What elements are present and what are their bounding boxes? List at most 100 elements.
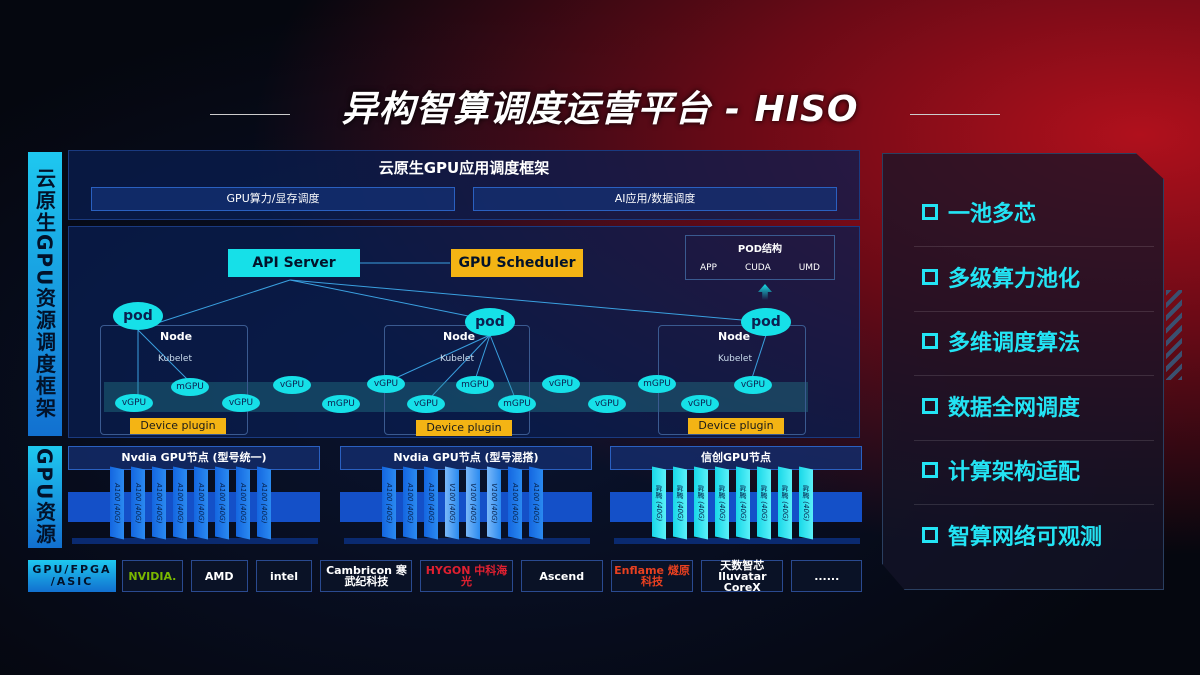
checkbox-square-icon xyxy=(922,462,938,478)
gpu-card[interactable]: A100 (40G) xyxy=(236,466,250,540)
gpu-node-shelf-3 xyxy=(614,538,860,544)
gpu-node-header-3: 信创GPU节点 xyxy=(610,446,862,470)
pod-2[interactable]: pod xyxy=(465,308,515,336)
checkbox-square-icon xyxy=(922,204,938,220)
gpu-card[interactable]: V100 (40G) xyxy=(466,466,480,540)
gpu-card[interactable]: 昇腾 (40G) xyxy=(673,466,687,540)
api-server-box[interactable]: API Server xyxy=(228,249,360,277)
feature-divider xyxy=(914,246,1154,247)
pod-structure-cuda: CUDA xyxy=(744,263,771,273)
pod-structure-box: POD结构 APP CUDA UMD xyxy=(685,235,835,280)
feature-item: 一池多芯 xyxy=(922,196,1036,228)
gpu-card[interactable]: V100 (40G) xyxy=(445,466,459,540)
label-hardware: GPU/FPGA /ASIC xyxy=(28,560,116,592)
gpu-node-shelf-1 xyxy=(72,538,318,544)
feature-label: 多级算力池化 xyxy=(948,266,1081,292)
vendor-logo: Ascend xyxy=(520,560,603,592)
vgpu-chip[interactable]: vGPU xyxy=(407,395,445,413)
checkbox-square-icon xyxy=(922,526,938,543)
gpu-card[interactable]: 昇腾 (40G) xyxy=(736,466,750,540)
gpu-node-shelf-2 xyxy=(344,538,590,544)
gpu-card[interactable]: 昇腾 (40G) xyxy=(694,466,708,540)
mgpu-chip[interactable]: mGPU xyxy=(171,378,209,396)
gpu-card[interactable]: A100 (40G) xyxy=(131,466,145,540)
gpu-scheduler-box[interactable]: GPU Scheduler xyxy=(451,249,583,277)
node-label-2: Node xyxy=(443,330,476,343)
gpu-card[interactable]: 昇腾 (40G) xyxy=(799,466,813,540)
gpu-card[interactable]: A100 (40G) xyxy=(215,466,229,540)
device-plugin-2[interactable]: Device plugin xyxy=(416,420,512,436)
vgpu-chip[interactable]: vGPU xyxy=(115,394,153,412)
gpu-card[interactable]: A100 (40G) xyxy=(173,466,187,540)
pod-structure-umd: UMD xyxy=(798,263,820,273)
vgpu-chip[interactable]: vGPU xyxy=(222,394,260,412)
label-framework: 云原生GPU资源调度框架 xyxy=(28,152,62,436)
feature-label: 多维调度算法 xyxy=(948,331,1081,356)
framework-top-panel: 云原生GPU应用调度框架 GPU算力/显存调度 AI应用/数据调度 xyxy=(68,150,860,220)
feature-divider xyxy=(914,504,1154,505)
vendor-logo: NVIDIA. xyxy=(122,560,183,592)
gpu-card[interactable]: A100 (40G) xyxy=(194,466,208,540)
vendor-logo: intel xyxy=(255,560,313,592)
feature-item: 计算架构适配 xyxy=(922,454,1080,486)
vgpu-chip[interactable]: vGPU xyxy=(273,376,311,394)
decor-stripes xyxy=(1166,290,1182,380)
gpu-card[interactable]: A100 (40G) xyxy=(257,466,271,540)
vendor-logo: 天数智芯 Iluvatar CoreX xyxy=(701,560,784,593)
pod-3[interactable]: pod xyxy=(741,308,791,336)
vendor-logo: AMD xyxy=(190,560,248,592)
vgpu-chip[interactable]: vGPU xyxy=(588,395,626,413)
mgpu-chip[interactable]: mGPU xyxy=(322,395,360,413)
vendor-logo: ...... xyxy=(791,560,862,592)
gpu-card[interactable]: 昇腾 (40G) xyxy=(652,466,666,540)
vgpu-chip[interactable]: vGPU xyxy=(734,376,772,394)
gpu-card[interactable]: A100 (40G) xyxy=(382,466,396,540)
gpu-card[interactable]: 昇腾 (40G) xyxy=(778,466,792,540)
device-plugin-3[interactable]: Device plugin xyxy=(688,418,784,434)
pod-1[interactable]: pod xyxy=(113,302,163,330)
feature-divider xyxy=(914,310,1154,312)
gpu-card[interactable]: A100 (40G) xyxy=(529,466,543,540)
gpu-card[interactable]: A100 (40G) xyxy=(424,466,438,540)
kubelet-label-3: Kubelet xyxy=(718,354,752,364)
bar-ai-scheduling: AI应用/数据调度 xyxy=(473,187,837,211)
gpu-card[interactable]: V100 (40G) xyxy=(487,466,501,540)
page-title: 异构智算调度运营平台 - HISO xyxy=(341,89,859,130)
kubelet-label-2: Kubelet xyxy=(440,354,474,364)
vgpu-chip[interactable]: vGPU xyxy=(542,375,580,393)
checkbox-square-icon xyxy=(922,333,938,349)
feature-item: 多级算力池化 xyxy=(922,261,1080,293)
mgpu-chip[interactable]: mGPU xyxy=(638,375,676,393)
gpu-card[interactable]: A100 (40G) xyxy=(110,466,124,540)
label-resources: GPU资源 xyxy=(28,446,62,548)
feature-label: 计算架构适配 xyxy=(948,460,1081,485)
mgpu-chip[interactable]: mGPU xyxy=(498,395,536,413)
vgpu-chip[interactable]: vGPU xyxy=(367,375,405,393)
node-label-3: Node xyxy=(718,330,751,343)
gpu-card[interactable]: 昇腾 (40G) xyxy=(715,466,729,540)
line-api-node2 xyxy=(289,279,489,321)
pod-structure-title: POD结构 xyxy=(737,244,783,255)
feature-item: 数据全网调度 xyxy=(922,390,1080,422)
vendor-logo: HYGON 中科海光 xyxy=(420,560,513,592)
feature-label: 智算网络可观测 xyxy=(948,524,1103,550)
features-panel xyxy=(882,153,1164,590)
gpu-card[interactable]: A100 (40G) xyxy=(508,466,522,540)
line-api-node1 xyxy=(141,279,291,329)
kubelet-label-1: Kubelet xyxy=(158,354,192,364)
title-line-left xyxy=(210,114,290,115)
mgpu-chip[interactable]: mGPU xyxy=(456,376,494,394)
vendor-row: NVIDIA. AMD intel Cambricon 寒武纪科技 HYGON 中科海光… xyxy=(122,560,862,593)
bar-gpu-scheduling: GPU算力/显存调度 xyxy=(91,187,455,211)
gpu-card[interactable]: 昇腾 (40G) xyxy=(757,466,771,540)
gpu-node-header-1: Nvdia GPU节点 (型号统一) xyxy=(68,446,320,470)
title-line-right xyxy=(910,114,1000,115)
gpu-card[interactable]: A100 (40G) xyxy=(152,466,166,540)
gpu-card[interactable]: A100 (40G) xyxy=(403,466,417,540)
device-plugin-1[interactable]: Device plugin xyxy=(130,418,226,434)
feature-divider xyxy=(914,439,1154,441)
vendor-logo: Enflame 燧原科技 xyxy=(610,560,694,592)
vgpu-chip[interactable]: vGPU xyxy=(681,395,719,413)
node-label-1: Node xyxy=(160,330,193,343)
